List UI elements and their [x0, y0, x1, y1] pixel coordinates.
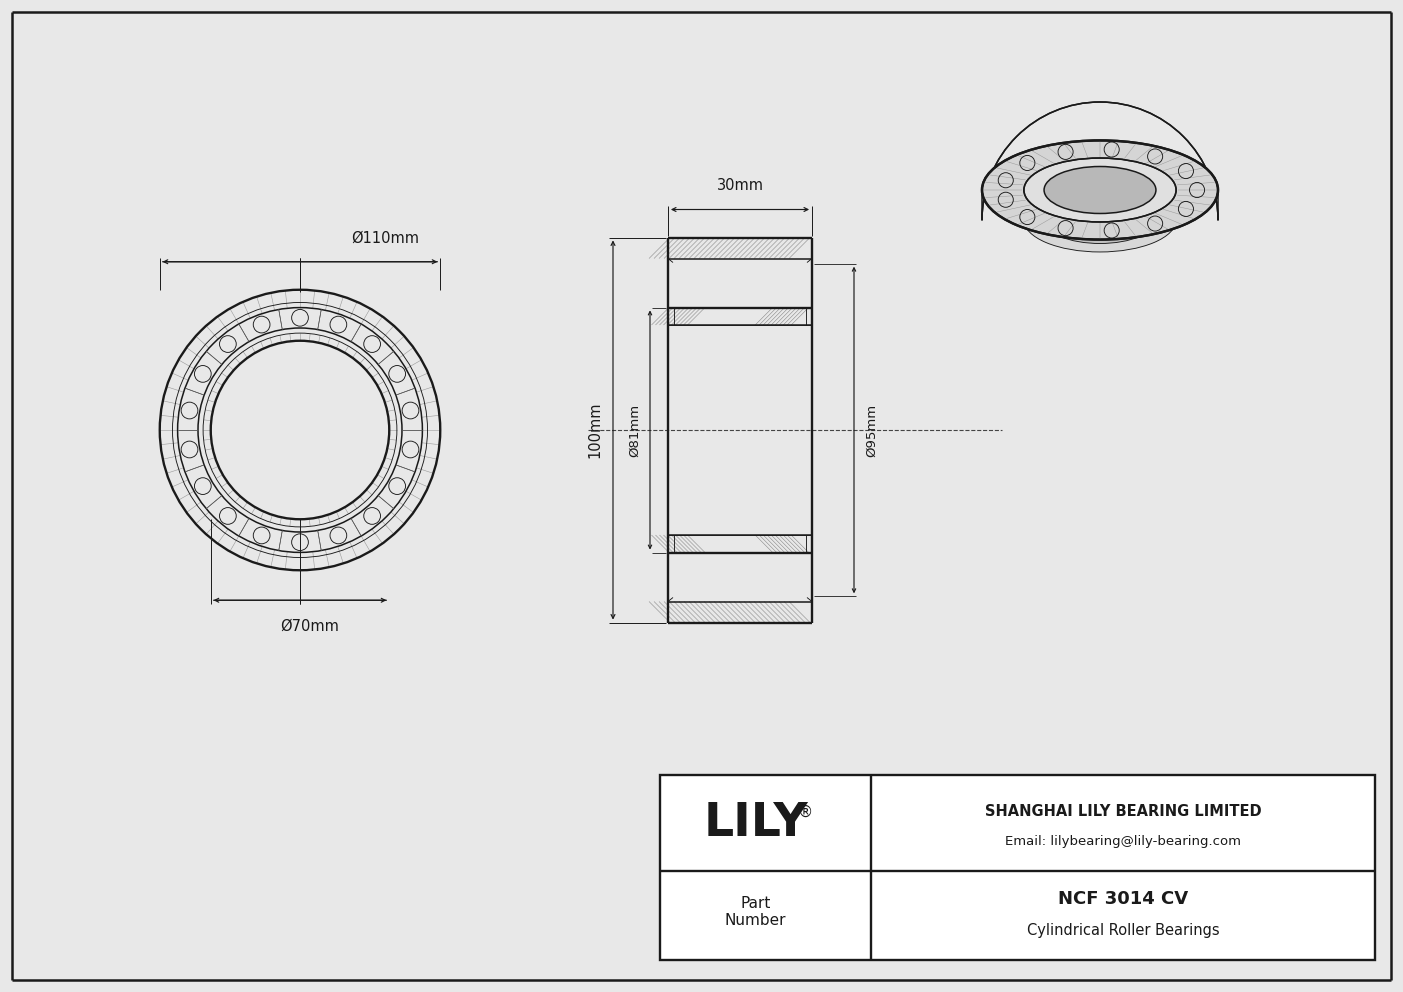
Text: 100mm: 100mm — [588, 402, 602, 458]
Text: Email: lilybearing@lily-bearing.com: Email: lilybearing@lily-bearing.com — [1005, 835, 1242, 848]
Ellipse shape — [1024, 188, 1176, 252]
Ellipse shape — [1044, 167, 1156, 213]
Text: NCF 3014 CV: NCF 3014 CV — [1058, 890, 1188, 908]
Text: 30mm: 30mm — [717, 179, 763, 193]
Bar — [659, 775, 1375, 960]
Text: LILY: LILY — [703, 801, 808, 845]
Ellipse shape — [982, 141, 1218, 239]
Text: Cylindrical Roller Bearings: Cylindrical Roller Bearings — [1027, 923, 1219, 937]
Ellipse shape — [1024, 158, 1176, 222]
Text: Ø110mm: Ø110mm — [351, 231, 419, 246]
Text: SHANGHAI LILY BEARING LIMITED: SHANGHAI LILY BEARING LIMITED — [985, 805, 1261, 819]
Text: Ø81mm: Ø81mm — [629, 404, 641, 456]
Text: Part
Number: Part Number — [725, 896, 786, 929]
Text: Ø95mm: Ø95mm — [866, 404, 878, 456]
Text: ®: ® — [798, 805, 814, 819]
Text: Ø70mm: Ø70mm — [281, 618, 340, 633]
Ellipse shape — [1044, 196, 1156, 243]
